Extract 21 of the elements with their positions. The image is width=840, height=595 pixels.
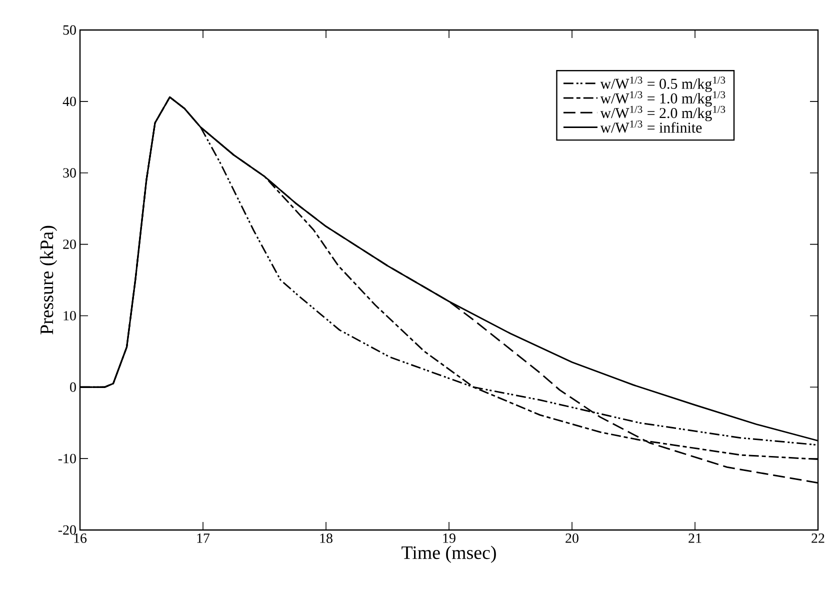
y-axis-title: Pressure (kPa) xyxy=(40,226,58,334)
x-tick-label: 17 xyxy=(197,534,210,543)
legend-label: w/W$^{1/3}$ = infinite xyxy=(600,120,702,133)
x-tick-label: 22 xyxy=(812,534,824,543)
y-tick-label: -20 xyxy=(58,525,76,535)
y-tick-label: 20 xyxy=(63,240,76,249)
y-tick-label: 50 xyxy=(63,25,76,35)
legend-label: w/W$^{1/3}$ = 2.0 m/kg$^{1/3}$ xyxy=(600,106,726,122)
y-tick-label: -10 xyxy=(58,454,76,464)
x-tick-label: 18 xyxy=(320,534,332,543)
x-tick-label: 16 xyxy=(74,534,87,543)
x-tick-label: 21 xyxy=(688,534,702,543)
x-axis-title: Time (msec) xyxy=(402,546,496,563)
y-tick-label: 30 xyxy=(63,168,76,178)
x-tick-label: 19 xyxy=(443,534,456,543)
legend-label: w/W$^{1/3}$ = 0.5 m/kg$^{1/3}$ xyxy=(600,76,726,92)
x-tick-label: 20 xyxy=(566,534,578,543)
y-tick-label: 40 xyxy=(62,96,76,106)
legend-label: w/W$^{1/3}$ = 1.0 m/kg$^{1/3}$ xyxy=(600,91,726,107)
y-tick-label: 0 xyxy=(70,382,76,392)
y-tick-label: 10 xyxy=(64,311,76,320)
